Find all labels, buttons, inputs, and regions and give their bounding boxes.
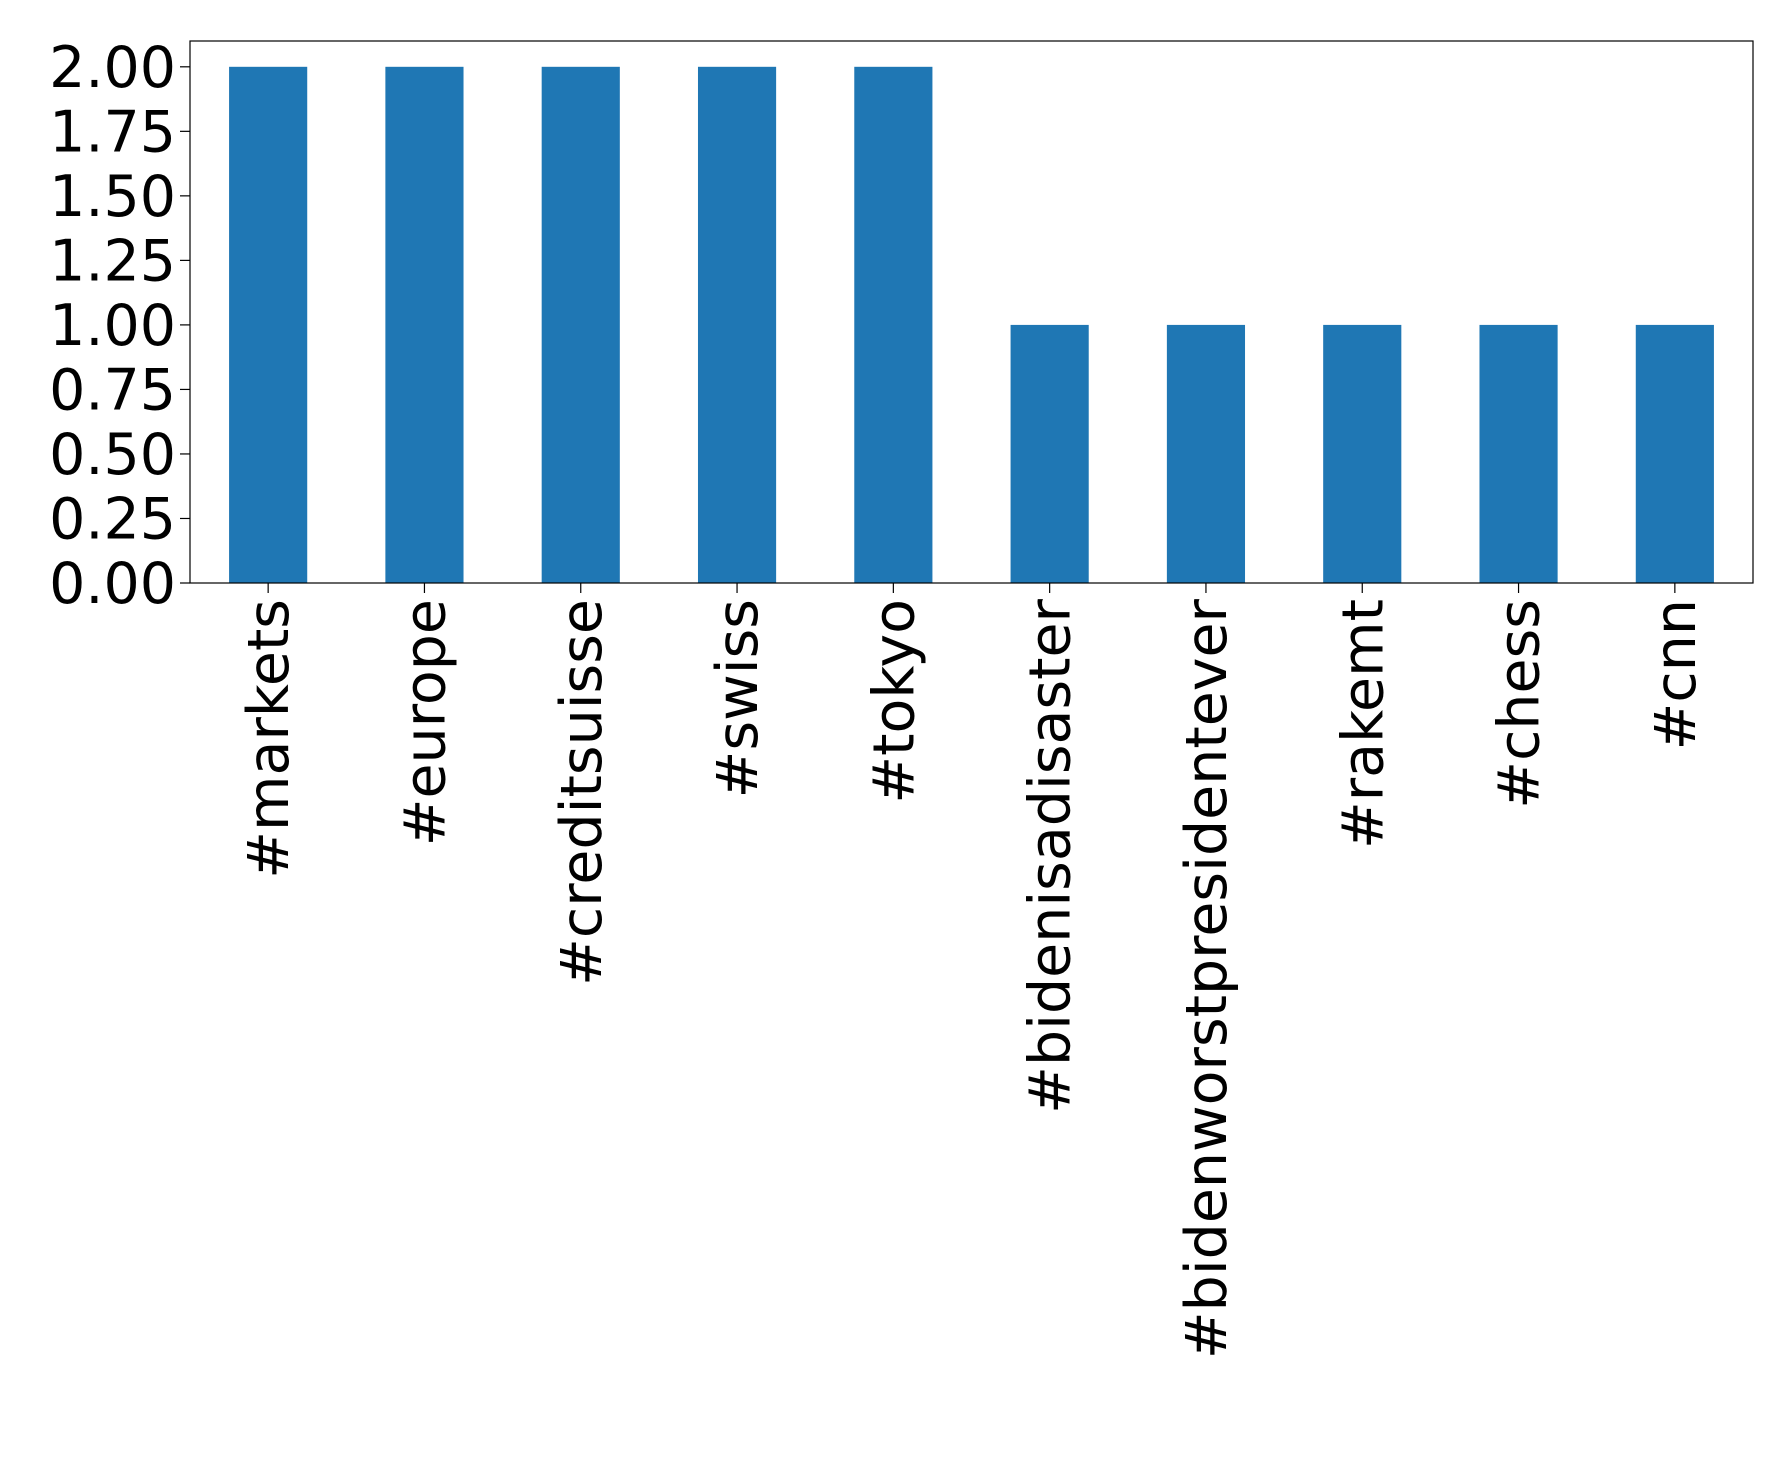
y-tick-label: 0.00 [49, 551, 176, 617]
y-tick-label: 2.00 [49, 35, 176, 101]
y-tick-label: 1.75 [49, 99, 176, 165]
y-tick-label: 0.75 [49, 357, 176, 423]
x-tick-label: #bidenisadisaster [1018, 598, 1084, 1113]
bar [1166, 324, 1246, 583]
y-tick-label: 1.00 [49, 293, 176, 359]
x-tick-label: #rakemt [1330, 599, 1396, 849]
x-tick-label: #swiss [705, 599, 771, 798]
plot-frame [189, 40, 1754, 584]
x-tick-label: #markets [236, 599, 302, 879]
y-tick-label: 1.25 [49, 228, 176, 294]
bar [229, 66, 308, 584]
x-tick-label: #creditsuisse [549, 599, 615, 986]
y-tick-label: 1.50 [49, 164, 176, 230]
x-tick-label: #europe [392, 599, 458, 846]
x-tick-label: #bidenworstpresidentever [1174, 598, 1240, 1359]
bar [541, 66, 620, 584]
bar [854, 66, 933, 584]
x-tick-label: #tokyo [861, 599, 927, 804]
bar [1635, 324, 1714, 583]
bar [1323, 324, 1402, 583]
bar [385, 66, 464, 584]
bar [1479, 324, 1558, 583]
bar [1010, 324, 1089, 583]
bar [697, 66, 777, 584]
x-tick-label: #cnn [1643, 599, 1709, 750]
y-tick-label: 0.25 [49, 486, 176, 552]
x-tick-label: #chess [1487, 599, 1553, 809]
y-tick-label: 0.50 [49, 422, 176, 488]
